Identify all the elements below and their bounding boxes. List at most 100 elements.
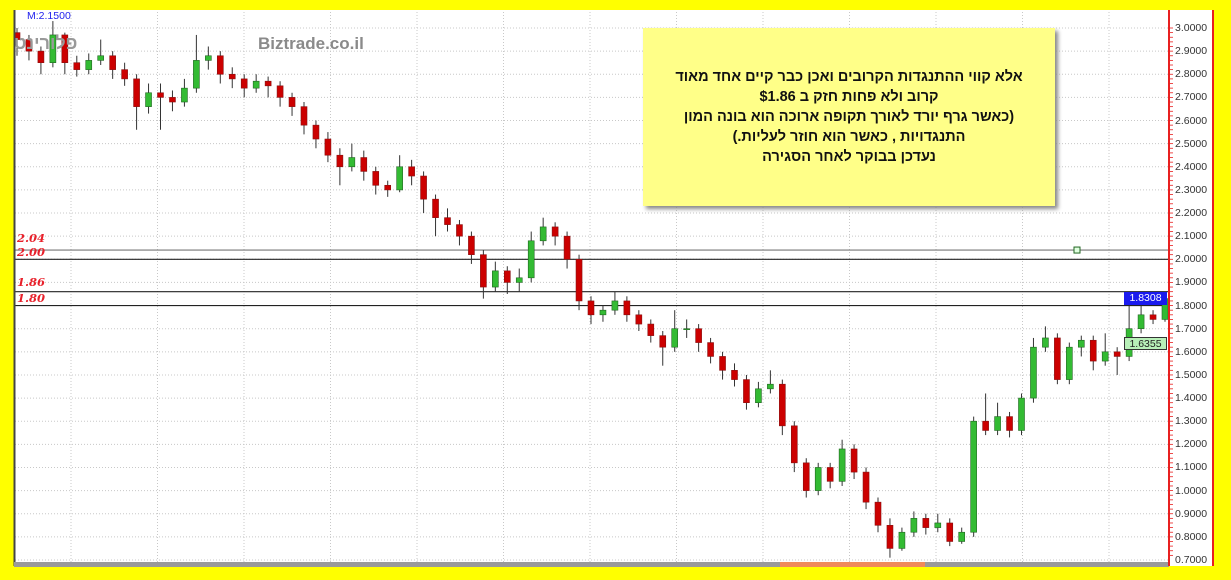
candle-body (563, 235, 571, 260)
annotation-line: אלא קווי ההתנגדות הקרובים ואכן כבר קיים … (675, 69, 1023, 85)
candle-body (1113, 351, 1121, 357)
candle-body (683, 328, 690, 330)
candle-body (659, 335, 667, 348)
y-tick-label: 2.6000 (1175, 114, 1208, 127)
candle-body (276, 85, 284, 98)
candle-body (1137, 314, 1145, 329)
y-tick-label: 2.8000 (1175, 68, 1208, 81)
candle-body (671, 328, 679, 348)
candle-body (121, 69, 128, 80)
candle-body (611, 300, 619, 311)
candle-body (575, 258, 583, 302)
candle-body (910, 518, 918, 533)
candle-body (862, 471, 870, 503)
candle-body (348, 157, 356, 168)
candle-body (73, 62, 81, 70)
max-label: M:2.1500 (27, 10, 71, 22)
candle-body (240, 78, 248, 89)
candle-body (157, 92, 164, 98)
candle-body (49, 34, 57, 63)
candle-body (635, 314, 643, 325)
candle-body (432, 198, 439, 218)
x-axis-highlight (780, 562, 925, 567)
annotation-line: (כאשר גרף יורד לאורך תקופה ארוכה הוא בונ… (683, 109, 1015, 125)
candle-body (958, 531, 966, 542)
candle-body (252, 80, 260, 89)
candle-body (97, 55, 105, 61)
candle-body (1066, 346, 1073, 380)
candle-body (228, 73, 236, 80)
candle-body (468, 235, 475, 255)
candle-body (324, 138, 332, 156)
candle-body (934, 522, 942, 528)
x-axis-band (14, 562, 1169, 567)
level-marker (1073, 246, 1081, 254)
candle-body (360, 157, 368, 172)
y-tick-label: 1.1000 (1175, 461, 1208, 474)
candle-body (695, 328, 702, 343)
candle-body (85, 60, 93, 70)
y-tick-label: 2.0000 (1175, 253, 1208, 266)
candle-body (515, 277, 523, 283)
candle-body (898, 531, 906, 549)
y-tick-label: 2.1000 (1175, 230, 1208, 243)
y-tick-label: 0.9000 (1175, 507, 1208, 520)
candle-body (946, 522, 954, 542)
candle-body (743, 379, 750, 404)
candle-body (216, 55, 224, 75)
candle-body (802, 462, 810, 491)
candle-body (264, 80, 272, 87)
candle-body (300, 106, 308, 126)
level-label-2-04: 2.04 (17, 231, 46, 245)
candle-body (551, 226, 559, 237)
candle-body (1089, 339, 1097, 362)
candle-body (790, 425, 798, 464)
candle-body (384, 184, 392, 191)
y-tick-label: 1.5000 (1175, 368, 1208, 381)
candle-body (1006, 416, 1013, 431)
candle-body (288, 97, 296, 107)
level-label-1-86: 1.86 (17, 275, 46, 289)
candle-body (503, 270, 511, 283)
y-tick-label: 2.7000 (1175, 91, 1208, 104)
candle-body (994, 416, 1001, 431)
y-tick-label: 2.9000 (1175, 45, 1208, 58)
y-tick-label: 1.0000 (1175, 484, 1208, 497)
candle-body (37, 50, 45, 63)
candle-body (922, 518, 930, 528)
annotation-line: התנגדויות , כאשר הוא חוזר לעליות.) (732, 129, 966, 145)
candle-body (420, 175, 427, 200)
price-tag-secondary: 1.6355 (1124, 337, 1167, 350)
candle-body (539, 226, 547, 242)
level-label-2-00: 2.00 (17, 245, 46, 259)
y-tick-label: 1.8000 (1175, 299, 1208, 312)
candle-body (647, 323, 655, 336)
candle-body (982, 420, 989, 431)
candle-body (779, 383, 786, 427)
candle-body (312, 124, 320, 140)
annotation-line: קרוב ולא פחות חזק ב $1.86 (759, 89, 939, 105)
candle-body (527, 240, 535, 279)
y-tick-label: 1.7000 (1175, 322, 1208, 335)
candle-body (1042, 337, 1049, 348)
candle-body (707, 342, 714, 357)
candle-body (599, 309, 607, 316)
candle-body (444, 217, 451, 225)
candle-body (874, 501, 882, 526)
candle-body (336, 154, 344, 168)
candle-body (1149, 314, 1157, 320)
candle-body (719, 356, 726, 371)
candle-body (145, 92, 152, 107)
candle-body (109, 55, 116, 70)
candle-body (480, 254, 487, 288)
candle-body (169, 97, 176, 103)
candle-body (970, 420, 977, 533)
candle-body (61, 34, 69, 63)
candle-body (181, 87, 188, 103)
y-tick-label: 1.2000 (1175, 438, 1208, 451)
y-tick-label: 1.4000 (1175, 392, 1208, 405)
candle-body (886, 524, 894, 549)
y-tick-label: 0.8000 (1175, 530, 1208, 543)
y-tick-label: 1.3000 (1175, 415, 1208, 428)
